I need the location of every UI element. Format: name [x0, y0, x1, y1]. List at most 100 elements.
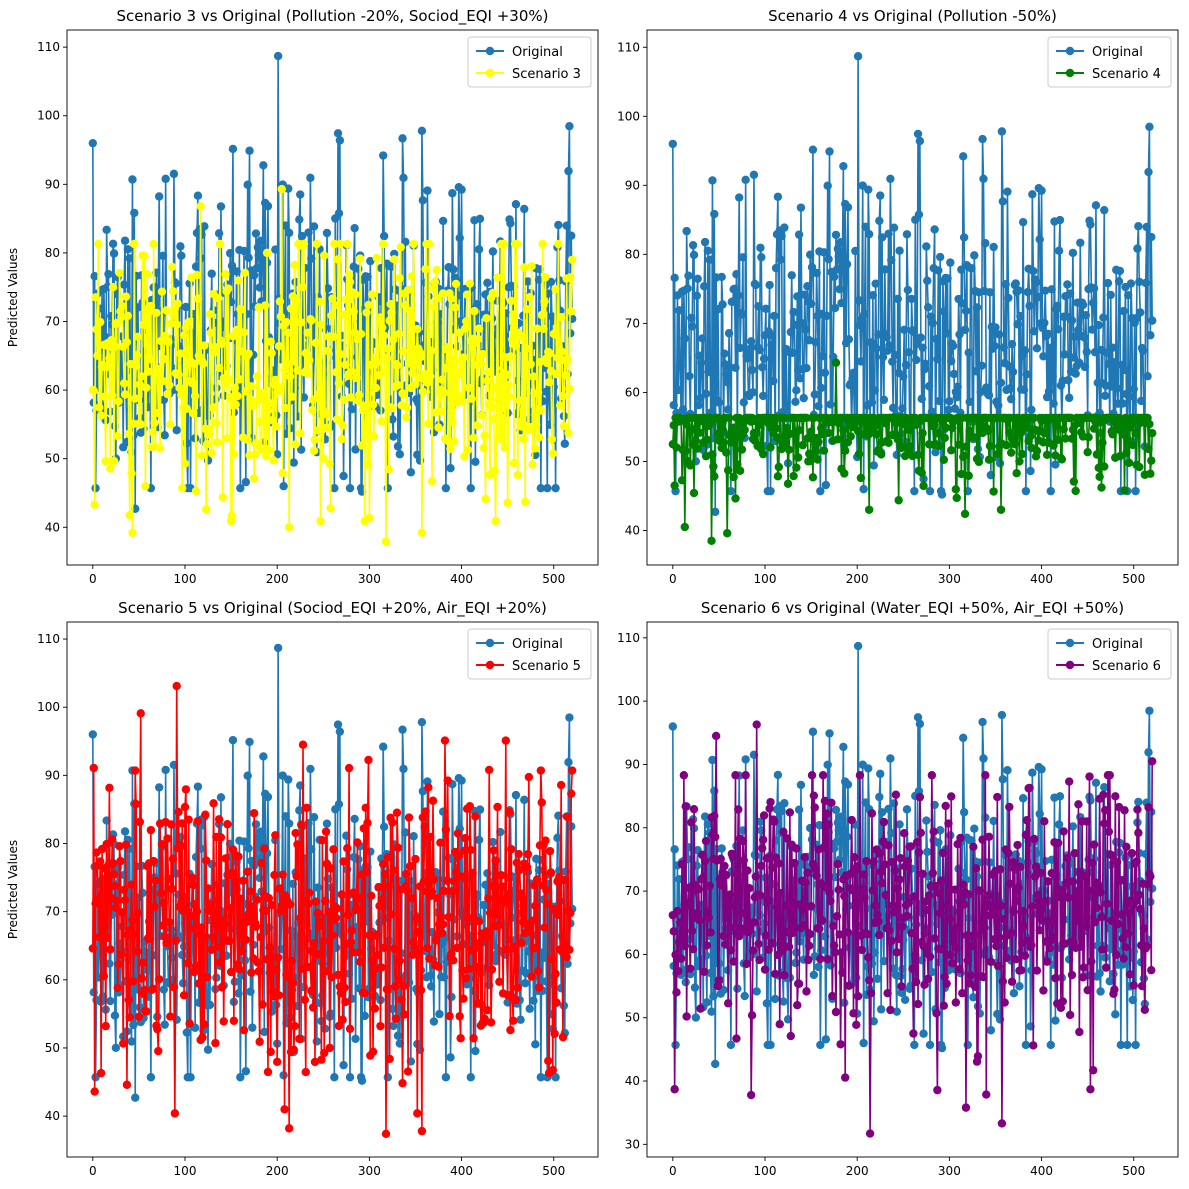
- data-point: [325, 459, 334, 468]
- data-point: [867, 809, 877, 818]
- data-point: [1144, 444, 1153, 454]
- data-point: [670, 845, 679, 854]
- data-point: [1139, 924, 1149, 933]
- data-point: [511, 341, 521, 351]
- data-point: [263, 1067, 273, 1077]
- data-point: [760, 965, 770, 974]
- data-point: [775, 1019, 784, 1029]
- data-point: [359, 401, 369, 411]
- data-point: [356, 905, 366, 915]
- data-point: [925, 952, 935, 961]
- data-point: [841, 1073, 850, 1082]
- data-point: [337, 890, 346, 899]
- data-point: [170, 1109, 180, 1118]
- data-point: [100, 864, 110, 873]
- data-point: [831, 358, 841, 367]
- data-point: [369, 432, 379, 441]
- data-point: [404, 813, 414, 822]
- data-point: [874, 917, 883, 926]
- data-point: [232, 267, 241, 276]
- data-point: [998, 775, 1008, 784]
- data-point: [457, 185, 466, 194]
- legend-box: [467, 36, 592, 88]
- data-point: [527, 972, 536, 981]
- data-point: [426, 346, 436, 355]
- data-point: [933, 355, 942, 364]
- data-point: [823, 181, 832, 190]
- data-point: [421, 807, 430, 816]
- data-point: [994, 330, 1004, 339]
- data-point: [698, 334, 707, 343]
- data-point: [978, 134, 987, 144]
- data-point: [321, 827, 331, 836]
- data-point: [734, 931, 744, 941]
- data-point: [849, 1009, 858, 1018]
- data-point: [158, 921, 168, 930]
- data-point: [202, 505, 211, 514]
- data-point: [259, 394, 268, 403]
- data-point: [825, 888, 834, 897]
- data-point: [967, 836, 976, 845]
- data-point: [855, 771, 865, 780]
- data-point: [544, 1056, 553, 1066]
- data-point: [149, 239, 158, 249]
- data-point: [473, 999, 483, 1008]
- data-point: [996, 901, 1006, 911]
- data-point: [700, 237, 710, 247]
- data-point: [403, 285, 413, 295]
- data-point: [1018, 449, 1027, 459]
- data-point: [348, 948, 357, 957]
- data-point: [504, 380, 513, 390]
- data-point: [300, 995, 310, 1005]
- data-point: [844, 335, 854, 344]
- data-point: [1028, 768, 1037, 777]
- data-point: [723, 999, 733, 1008]
- data-point: [366, 256, 375, 266]
- data-point: [941, 423, 950, 432]
- data-point: [225, 936, 234, 946]
- data-point: [1004, 848, 1013, 858]
- data-point: [871, 279, 880, 288]
- data-point: [958, 989, 967, 998]
- data-point: [145, 354, 155, 364]
- data-point: [182, 404, 192, 413]
- data-point: [334, 378, 344, 388]
- data-point: [111, 903, 121, 913]
- data-point: [252, 372, 262, 381]
- data-point: [283, 359, 292, 369]
- data-point: [1058, 997, 1067, 1006]
- data-point: [485, 908, 495, 918]
- data-point: [492, 383, 501, 392]
- data-point: [970, 251, 979, 260]
- data-point: [156, 889, 166, 898]
- data-point: [190, 900, 200, 909]
- data-point: [533, 966, 543, 976]
- data-point: [823, 955, 832, 964]
- data-point: [805, 941, 814, 951]
- data-point: [475, 938, 485, 948]
- data-point: [931, 447, 940, 457]
- data-point: [223, 820, 232, 829]
- series-markers-scenario-6: [668, 720, 1157, 1138]
- data-point: [739, 856, 748, 865]
- data-point: [355, 948, 364, 957]
- data-point: [919, 941, 928, 951]
- data-point: [693, 908, 702, 917]
- data-point: [433, 293, 442, 303]
- data-point: [508, 310, 518, 319]
- data-point: [407, 894, 416, 903]
- data-point: [347, 367, 357, 376]
- data-point: [924, 891, 934, 900]
- data-point: [1035, 926, 1044, 935]
- data-point: [748, 388, 758, 397]
- data-point: [838, 968, 847, 977]
- data-point: [113, 431, 122, 441]
- data-point: [1019, 921, 1029, 931]
- data-point: [278, 468, 287, 478]
- plot-area: [668, 641, 1157, 1138]
- data-point: [726, 946, 736, 955]
- data-point: [876, 191, 885, 200]
- data-point: [113, 983, 122, 993]
- data-point: [831, 230, 841, 240]
- data-point: [689, 488, 699, 498]
